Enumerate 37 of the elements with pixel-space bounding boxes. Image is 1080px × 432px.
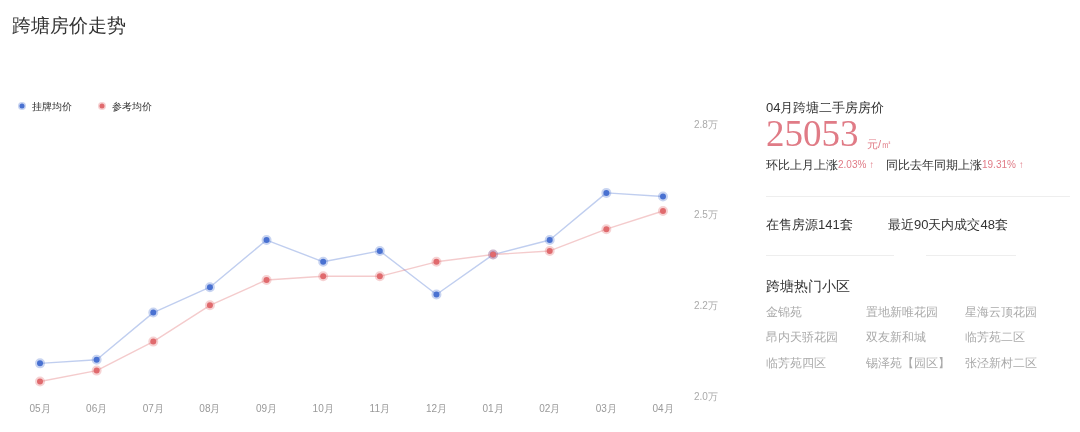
text: 在售房源141套 (766, 216, 853, 232)
x-tick-label: 09月 (255, 403, 278, 414)
text: 临芳苑二区 (965, 330, 1025, 344)
x-tick-label: 10月 (312, 403, 334, 414)
text: 19.31% ↑ (982, 159, 1024, 170)
x-tick-label: 11月 (369, 403, 391, 414)
x-tick-label: 04月 (652, 403, 674, 414)
legend-label: 挂牌均价 (32, 100, 72, 112)
text: 元/㎡ (867, 137, 893, 150)
x-tick-label: 02月 (539, 403, 561, 414)
x-tick-label: 07月 (142, 403, 164, 414)
text: 昂内天骄花园 (766, 330, 838, 344)
y-tick-label: 2.0万 (694, 390, 718, 402)
y-tick-label: 2.5万 (694, 209, 718, 221)
text: 环比上月上涨 (766, 158, 838, 172)
text: 金锦苑 (766, 305, 802, 319)
text: 跨塘热门小区 (766, 278, 850, 294)
text: 2.03% ↑ (838, 159, 875, 170)
y-tick-label: 2.8万 (694, 118, 718, 130)
x-tick-label: 08月 (199, 403, 221, 414)
text: 双友新和城 (866, 330, 926, 344)
chart-title: 跨塘房价走势 (12, 15, 126, 36)
text: 星海云顶花园 (965, 305, 1037, 319)
x-tick-label: 06月 (86, 403, 108, 414)
text: 张泾新村二区 (965, 356, 1037, 370)
legend-label: 参考均价 (112, 100, 152, 112)
text: 同比去年同期上涨 (886, 158, 982, 172)
text: 04月跨塘二手房房价 (766, 99, 885, 115)
text: 临芳苑四区 (766, 356, 826, 370)
x-tick-label: 03月 (595, 403, 617, 414)
text: 最近90天内成交48套 (888, 216, 1008, 232)
text: 锡泽苑【园区】 (866, 356, 950, 370)
y-tick-label: 2.2万 (694, 299, 718, 311)
x-tick-label: 05月 (29, 403, 51, 414)
x-tick-label: 12月 (425, 403, 448, 414)
x-tick-label: 01月 (482, 403, 504, 414)
text: 置地新唯花园 (866, 305, 938, 319)
